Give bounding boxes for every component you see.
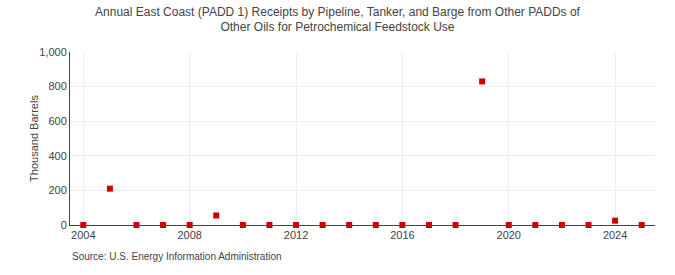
svg-text:0: 0: [61, 219, 67, 231]
svg-text:Annual East Coast (PADD 1) Rec: Annual East Coast (PADD 1) Receipts by P…: [95, 5, 581, 35]
svg-text:2004: 2004: [71, 229, 95, 241]
svg-text:2008: 2008: [177, 229, 201, 241]
svg-text:2024: 2024: [603, 229, 627, 241]
svg-text:800: 800: [48, 80, 66, 92]
svg-text:200: 200: [48, 184, 66, 196]
svg-text:Source: U.S. Energy Informatio: Source: U.S. Energy Information Administ…: [72, 251, 282, 262]
svg-text:Thousand Barrels: Thousand Barrels: [28, 95, 40, 182]
svg-text:600: 600: [48, 115, 66, 127]
svg-text:2016: 2016: [390, 229, 414, 241]
svg-text:2020: 2020: [497, 229, 521, 241]
svg-text:2012: 2012: [284, 229, 308, 241]
svg-text:1,000: 1,000: [39, 46, 67, 58]
svg-text:400: 400: [48, 150, 66, 162]
